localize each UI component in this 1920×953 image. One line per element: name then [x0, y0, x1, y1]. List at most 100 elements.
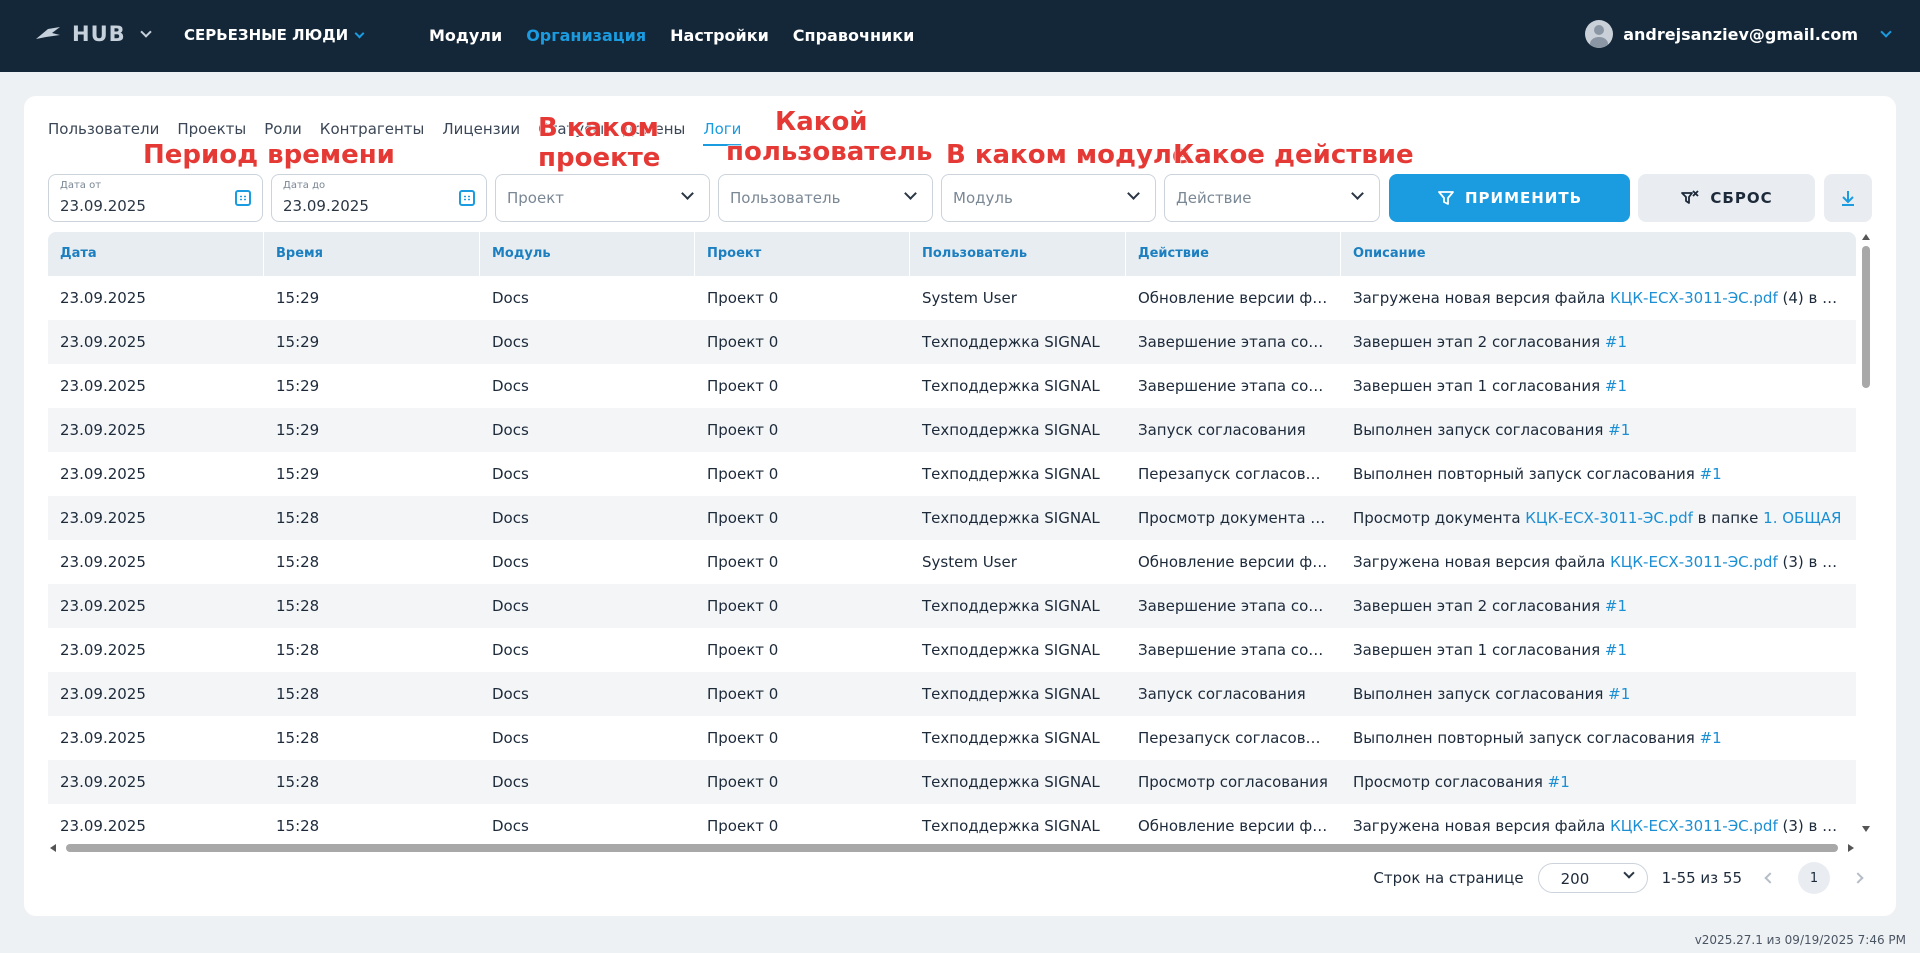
- tab-users[interactable]: Пользователи: [48, 120, 160, 138]
- description-link[interactable]: КЦК-ЕСХ-3011-ЭС.pdf: [1610, 289, 1778, 307]
- content-card: Пользователи Проекты Роли Контрагенты Ли…: [24, 96, 1896, 916]
- description-link[interactable]: КЦК-ЕСХ-3011-ЭС.pdf: [1610, 553, 1778, 571]
- scroll-thumb[interactable]: [1862, 246, 1870, 388]
- tab-statuses[interactable]: Статусы: [538, 120, 605, 138]
- scroll-thumb[interactable]: [66, 844, 1838, 852]
- prev-page-icon[interactable]: [1764, 872, 1776, 884]
- description-link[interactable]: #1: [1547, 773, 1570, 791]
- description-text: Завершен этап 1 согласования: [1353, 377, 1605, 395]
- nav-item-organization[interactable]: Организация: [526, 26, 647, 45]
- cell-date: 23.09.2025: [60, 421, 146, 439]
- table-row[interactable]: 23.09.2025 15:28 Docs Проект 0 Техподдержка …: [48, 584, 1856, 628]
- description-link[interactable]: #1: [1604, 641, 1627, 659]
- user-select[interactable]: Пользователь: [718, 174, 933, 222]
- cell-time: 15:28: [276, 685, 320, 703]
- table-row[interactable]: 23.09.2025 15:28 Docs Проект 0 Техподдержка …: [48, 672, 1856, 716]
- tab-contractors[interactable]: Контрагенты: [319, 120, 425, 138]
- horizontal-scrollbar[interactable]: [48, 842, 1856, 854]
- logo-text: HUB: [72, 22, 126, 46]
- logo[interactable]: HUB: [34, 22, 152, 46]
- nav-item-settings[interactable]: Настройки: [670, 26, 769, 45]
- table-row[interactable]: 23.09.2025 15:28 Docs Проект 0 Техподдержка …: [48, 760, 1856, 804]
- tab-licenses[interactable]: Лицензии: [442, 120, 521, 138]
- chevron-down-icon: [1127, 187, 1140, 200]
- date-to-field[interactable]: Дата до 23.09.2025: [271, 174, 487, 222]
- module-select[interactable]: Модуль: [941, 174, 1156, 222]
- table-row[interactable]: 23.09.2025 15:29 Docs Проект 0 Техподдержка …: [48, 408, 1856, 452]
- page-number[interactable]: 1: [1798, 862, 1830, 894]
- cell-date: 23.09.2025: [60, 817, 146, 835]
- description-link[interactable]: #1: [1604, 333, 1627, 351]
- nav-item-references[interactable]: Справочники: [792, 26, 915, 45]
- download-button[interactable]: [1824, 174, 1872, 222]
- description-link[interactable]: #1: [1608, 685, 1631, 703]
- date-from-field[interactable]: Дата от 23.09.2025: [48, 174, 263, 222]
- reset-button[interactable]: СБРОС: [1638, 174, 1815, 222]
- organization-selector[interactable]: СЕРЬЕЗНЫЕ ЛЮДИ: [184, 26, 365, 44]
- description-link[interactable]: #1: [1699, 729, 1722, 747]
- column-header-date[interactable]: Дата: [48, 232, 264, 276]
- nav-item-modules[interactable]: Модули: [429, 26, 503, 45]
- chevron-down-icon: [1880, 26, 1892, 38]
- action-select[interactable]: Действие: [1164, 174, 1380, 222]
- rows-per-page-select[interactable]: 200: [1537, 863, 1648, 893]
- tab-roles[interactable]: Роли: [264, 120, 302, 138]
- rows-per-page-value: 200: [1560, 870, 1590, 888]
- column-header-action[interactable]: Действие: [1126, 232, 1341, 276]
- cell-date: 23.09.2025: [60, 597, 146, 615]
- column-header-user[interactable]: Пользователь: [910, 232, 1126, 276]
- description-text: Завершен этап 1 согласования: [1353, 641, 1605, 659]
- table-row[interactable]: 23.09.2025 15:29 Docs Проект 0 Техподдержка …: [48, 320, 1856, 364]
- tab-logs[interactable]: Логи: [703, 120, 742, 146]
- column-header-time[interactable]: Время: [264, 232, 480, 276]
- cell-action: Просмотр согласования: [1138, 773, 1328, 791]
- description-text: (4) в папку 1. ОБЩАЯ: [1782, 289, 1857, 307]
- description-link[interactable]: 1. ОБЩАЯ: [1763, 509, 1842, 527]
- user-menu[interactable]: andrejsanziev@gmail.com: [1585, 20, 1892, 48]
- column-header-description[interactable]: Описание: [1353, 246, 1426, 261]
- table-row[interactable]: 23.09.2025 15:28 Docs Проект 0 Техподдержка …: [48, 716, 1856, 760]
- cell-time: 15:29: [276, 377, 320, 395]
- annotation-module: В каком модуле: [946, 140, 1191, 171]
- main-nav: Модули Организация Настройки Справочники: [429, 26, 914, 45]
- scroll-down-icon[interactable]: [1862, 826, 1870, 832]
- table-row[interactable]: 23.09.2025 15:28 Docs Проект 0 Техподдержка …: [48, 628, 1856, 672]
- cell-module: Docs: [492, 729, 529, 747]
- table-row[interactable]: 23.09.2025 15:28 Docs Проект 0 Техподдержка …: [48, 496, 1856, 540]
- apply-button[interactable]: ПРИМЕНИТЬ: [1389, 174, 1630, 222]
- description-text: Выполнен повторный запуск согласования: [1353, 465, 1700, 483]
- scroll-left-icon[interactable]: [50, 844, 56, 852]
- cell-time: 15:28: [276, 641, 320, 659]
- cell-user: Техподдержка SIGNAL: [922, 729, 1100, 747]
- cell-user: Техподдержка SIGNAL: [922, 465, 1100, 483]
- cell-module: Docs: [492, 465, 529, 483]
- cell-date: 23.09.2025: [60, 333, 146, 351]
- cell-description: Просмотр согласования #1: [1341, 773, 1856, 791]
- scroll-up-icon[interactable]: [1862, 234, 1870, 240]
- description-link[interactable]: #1: [1604, 377, 1627, 395]
- calendar-icon[interactable]: [235, 190, 251, 206]
- description-link[interactable]: #1: [1608, 421, 1631, 439]
- scroll-right-icon[interactable]: [1848, 844, 1854, 852]
- project-select[interactable]: Проект: [495, 174, 710, 222]
- table-row[interactable]: 23.09.2025 15:28 Docs Проект 0 System User Об…: [48, 540, 1856, 584]
- next-page-icon[interactable]: [1852, 872, 1864, 884]
- vertical-scrollbar[interactable]: [1860, 232, 1872, 832]
- tab-domains[interactable]: Домены: [622, 120, 686, 138]
- description-link[interactable]: #1: [1604, 597, 1627, 615]
- table-row[interactable]: 23.09.2025 15:29 Docs Проект 0 Техподдержка …: [48, 364, 1856, 408]
- table-row[interactable]: 23.09.2025 15:29 Docs Проект 0 System User Об…: [48, 276, 1856, 320]
- module-placeholder: Модуль: [953, 189, 1013, 207]
- calendar-icon[interactable]: [459, 190, 475, 206]
- tab-projects[interactable]: Проекты: [177, 120, 247, 138]
- table-row[interactable]: 23.09.2025 15:29 Docs Проект 0 Техподдержка …: [48, 452, 1856, 496]
- cell-user: Техподдержка SIGNAL: [922, 333, 1100, 351]
- column-header-module[interactable]: Модуль: [480, 232, 695, 276]
- description-link[interactable]: КЦК-ЕСХ-3011-ЭС.pdf: [1525, 509, 1693, 527]
- description-link[interactable]: КЦК-ЕСХ-3011-ЭС.pdf: [1610, 817, 1778, 835]
- cell-action: Завершение этапа согласования: [1138, 333, 1341, 351]
- date-to-value: 23.09.2025: [283, 197, 369, 215]
- description-link[interactable]: #1: [1699, 465, 1722, 483]
- chevron-down-icon[interactable]: [139, 26, 152, 38]
- column-header-project[interactable]: Проект: [695, 232, 910, 276]
